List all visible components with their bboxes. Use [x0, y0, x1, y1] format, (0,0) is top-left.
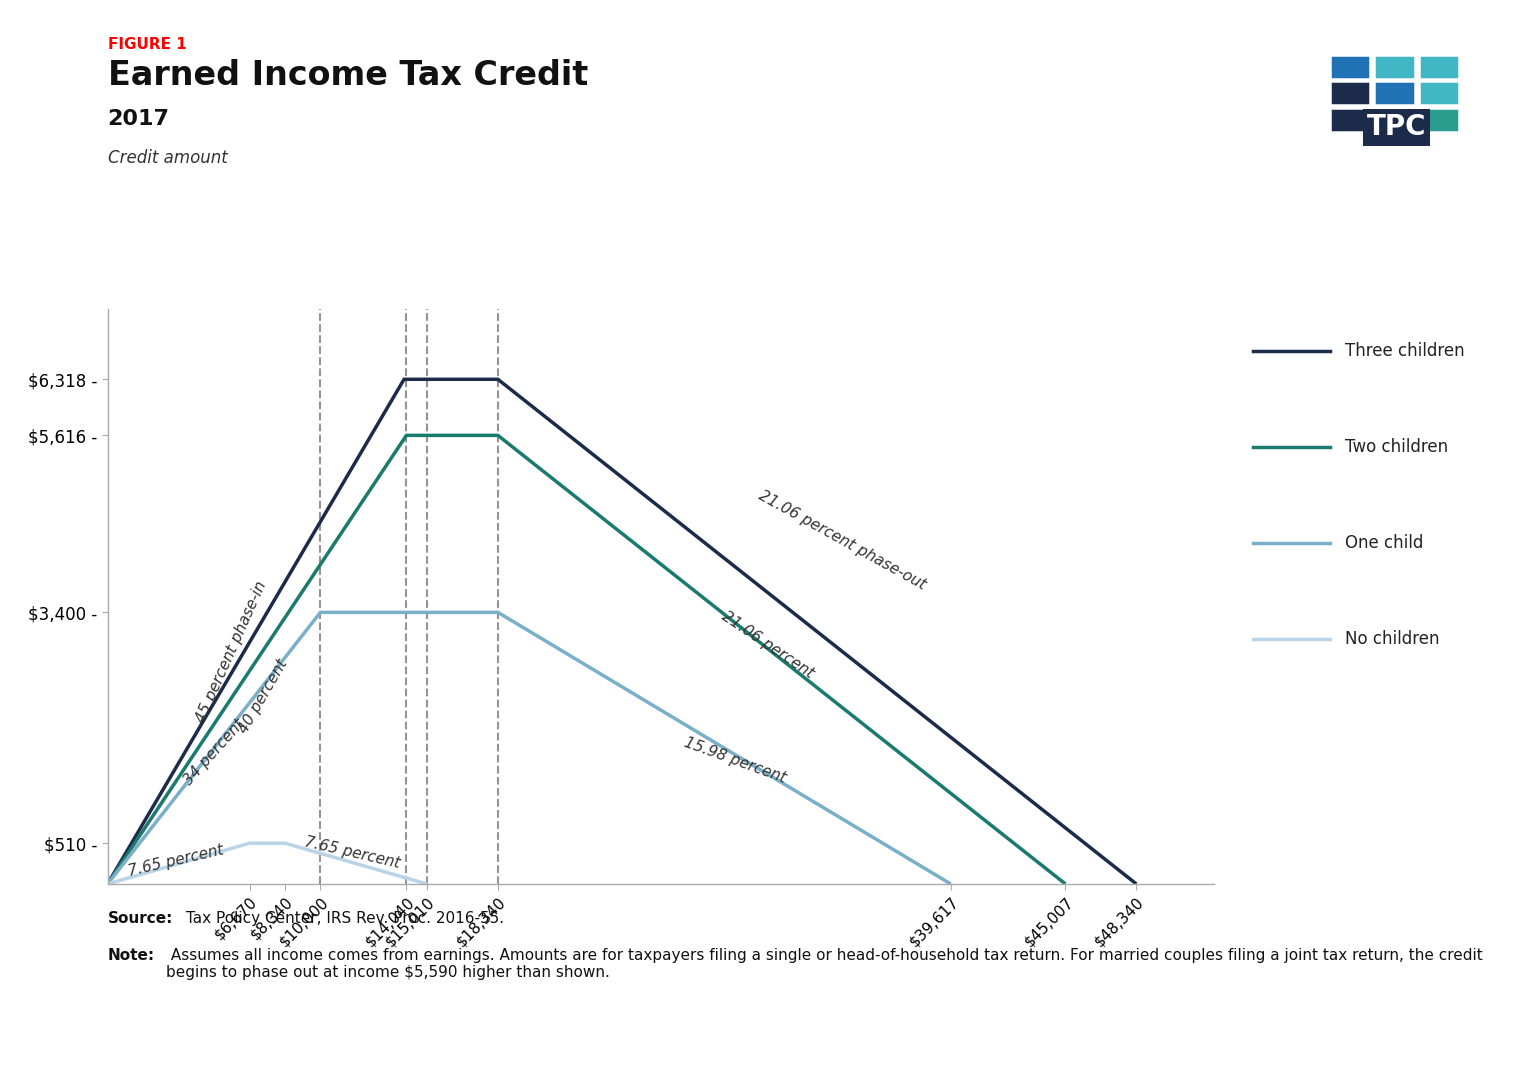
Text: 21.06 percent phase-out: 21.06 percent phase-out	[756, 488, 928, 593]
Text: Three children: Three children	[1345, 343, 1465, 360]
Text: 45 percent phase-in: 45 percent phase-in	[194, 579, 269, 725]
Bar	[1374, 108, 1414, 132]
Text: 34 percent: 34 percent	[181, 717, 247, 788]
Bar	[1330, 54, 1369, 79]
Bar	[1374, 54, 1414, 79]
Text: 7.65 percent: 7.65 percent	[126, 842, 224, 879]
Text: 2017: 2017	[108, 109, 169, 129]
Text: 7.65 percent: 7.65 percent	[303, 835, 401, 871]
Bar	[1374, 81, 1414, 105]
Text: 15.98 percent: 15.98 percent	[682, 735, 788, 786]
Bar	[1419, 108, 1459, 132]
Text: 21.06 percent: 21.06 percent	[719, 608, 816, 681]
Text: Credit amount: Credit amount	[108, 149, 227, 167]
Bar	[1330, 81, 1369, 105]
Text: Source:: Source:	[108, 911, 174, 925]
Bar	[1419, 81, 1459, 105]
Bar	[1419, 54, 1459, 79]
Bar	[1330, 108, 1369, 132]
Text: Assumes all income comes from earnings. Amounts are for taxpayers filing a singl: Assumes all income comes from earnings. …	[166, 948, 1483, 980]
Text: One child: One child	[1345, 535, 1423, 552]
Text: 40 percent: 40 percent	[235, 656, 290, 736]
Text: Note:: Note:	[108, 948, 155, 963]
Text: Two children: Two children	[1345, 439, 1448, 456]
Text: Earned Income Tax Credit: Earned Income Tax Credit	[108, 59, 587, 92]
Text: Tax Policy Center, IRS Rev. Proc. 2016-55.: Tax Policy Center, IRS Rev. Proc. 2016-5…	[181, 911, 504, 925]
Text: TPC: TPC	[1366, 113, 1426, 142]
Text: FIGURE 1: FIGURE 1	[108, 37, 186, 52]
Text: No children: No children	[1345, 630, 1439, 648]
